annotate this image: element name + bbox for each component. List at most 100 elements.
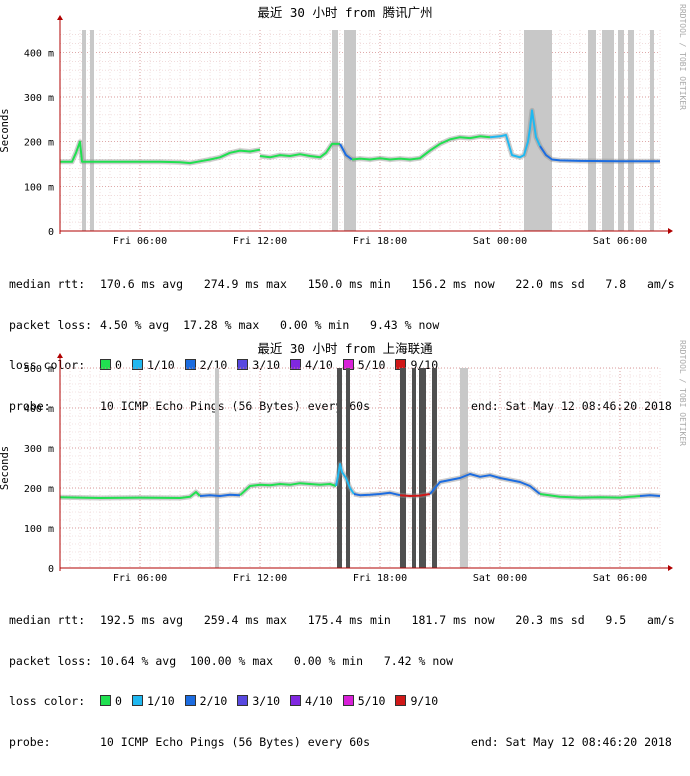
- end-timestamp: end: Sat May 12 08:46:20 2018: [471, 734, 672, 749]
- x-tick-label: Fri 18:00: [353, 236, 407, 247]
- rtt-line: [429, 473, 541, 495]
- loss-legend-label: 1/10: [146, 358, 175, 372]
- loss-legend-swatch: [290, 359, 302, 370]
- loss-band: [602, 30, 614, 231]
- rtt-smoke: [351, 133, 491, 162]
- loss-band: [650, 30, 654, 231]
- rtt-line: [259, 142, 340, 159]
- y-axis-label: Seconds: [0, 446, 11, 490]
- rtt-series: [59, 461, 661, 501]
- loss-legend-label: 4/10: [305, 358, 333, 372]
- loss-legend-label: 5/10: [357, 358, 386, 372]
- loss-legend-label: 2/10: [199, 358, 228, 372]
- loss-legend-item: 1/10: [131, 694, 175, 709]
- loss-legend-item: 9/10: [395, 694, 439, 709]
- x-tick-label: Sat 00:00: [473, 236, 527, 247]
- y-tick-label: 300 m: [24, 444, 54, 455]
- x-tick-label: Fri 06:00: [113, 236, 167, 247]
- loss-legend-swatch: [100, 359, 111, 370]
- chart-title: 最近 30 小时 from 腾讯广州: [257, 5, 432, 20]
- rtt-line: [351, 135, 491, 161]
- loss-legend-label: 0: [115, 694, 122, 708]
- packet-loss-values: 4.50 % avg 17.28 % max 0.00 % min 9.43 %…: [100, 317, 440, 332]
- loss-legend-swatch: [237, 695, 249, 706]
- x-axis-arrow: [668, 228, 673, 234]
- loss-band: [618, 30, 624, 231]
- y-tick-label: 400 m: [24, 48, 54, 59]
- y-tick-label: 0: [48, 564, 54, 575]
- rtt-line: [489, 109, 541, 159]
- rtt-line: [639, 494, 661, 497]
- rtt-line: [353, 491, 401, 497]
- rtt-line: [339, 143, 353, 161]
- loss-band: [82, 30, 86, 231]
- loss-legend-item: 5/10: [342, 694, 386, 709]
- loss-legend-item: 0: [100, 358, 122, 373]
- chart-panel-shanghai: 最近 30 小时 from 上海联通 0 100 m 200 m 300 m 400 m 5…: [0, 336, 690, 748]
- loss-band: [400, 368, 406, 568]
- y-axis-arrow: [57, 15, 63, 20]
- probe-description: 10 ICMP Echo Pings (56 Bytes) every 60s: [100, 734, 371, 749]
- stats-block: median rtt: 192.5 ms avg 259.4 ms max 175…: [9, 587, 675, 776]
- packet-loss-row: packet loss: 10.64 % avg 100.00 % max 0.0…: [9, 653, 454, 668]
- rtt-line: [59, 491, 201, 499]
- rrdtool-credit: RRDTOOL / TOBI OETIKER: [678, 340, 687, 446]
- loss-legend-swatch: [395, 695, 407, 706]
- y-tick-label: 500 m: [24, 364, 54, 375]
- rtt-series: [60, 107, 660, 166]
- loss-color-row: loss color: 0 1/10 2/10 3/10 4/10 5/10 9/10: [9, 358, 675, 373]
- y-tick-label: 0: [48, 227, 54, 238]
- loss-legend-label: 5/10: [357, 694, 386, 708]
- rtt-line: [199, 493, 241, 497]
- loss-color-legend: 0 1/10 2/10 3/10 4/10 5/10 9/10: [100, 694, 448, 708]
- loss-legend-item: 2/10: [184, 358, 228, 373]
- x-tick-label: Fri 12:00: [233, 573, 287, 584]
- x-tick-label: Fri 06:00: [113, 573, 167, 584]
- loss-band: [628, 30, 634, 231]
- chart-title: 最近 30 小时 from 上海联通: [257, 341, 433, 356]
- loss-legend-item: 3/10: [237, 694, 281, 709]
- loss-legend-swatch: [184, 359, 196, 370]
- loss-legend-swatch: [290, 695, 302, 706]
- rtt-line: [539, 493, 641, 499]
- loss-legend-label: 3/10: [252, 694, 281, 708]
- rtt-line: [399, 493, 431, 497]
- loss-legend-item: 4/10: [290, 694, 333, 709]
- x-tick-label: Fri 12:00: [233, 236, 287, 247]
- packet-loss-values: 10.64 % avg 100.00 % max 0.00 % min 7.42…: [100, 653, 454, 668]
- loss-legend-item: 4/10: [290, 358, 333, 373]
- rtt-line: [539, 145, 660, 163]
- probe-description: 10 ICMP Echo Pings (56 Bytes) every 60s: [100, 398, 371, 413]
- x-axis-arrow: [668, 565, 673, 571]
- loss-band: [460, 368, 468, 568]
- loss-legend-label: 2/10: [199, 694, 228, 708]
- x-tick-label: Sat 06:00: [593, 573, 647, 584]
- loss-band: [346, 368, 350, 568]
- y-tick-label: 300 m: [24, 93, 54, 104]
- chart-panel-guangzhou: 最近 30 小时 from 腾讯广州 0 100 m 200 m 300 m 400 m F…: [0, 0, 690, 412]
- y-tick-label: 400 m: [24, 404, 54, 415]
- x-tick-label: Sat 06:00: [593, 236, 647, 247]
- loss-legend-item: 1/10: [131, 358, 175, 373]
- loss-legend-label: 9/10: [410, 358, 439, 372]
- end-timestamp: end: Sat May 12 08:46:20 2018: [471, 398, 672, 413]
- minor-grid: [59, 367, 661, 569]
- minor-grid: [59, 30, 661, 232]
- packet-loss-row: packet loss: 4.50 % avg 17.28 % max 0.00 …: [9, 317, 440, 332]
- probe-row: probe: 10 ICMP Echo Pings (56 Bytes) ever…: [9, 398, 672, 413]
- y-axis-label: Seconds: [0, 108, 11, 152]
- x-tick-label: Fri 18:00: [353, 573, 407, 584]
- loss-legend-item: 3/10: [237, 358, 281, 373]
- loss-legend-label: 4/10: [305, 694, 333, 708]
- loss-band: [432, 368, 437, 568]
- median-rtt-values: 192.5 ms avg 259.4 ms max 175.4 ms min 1…: [100, 613, 675, 627]
- loss-legend-item: 0: [100, 694, 122, 709]
- loss-band: [215, 368, 219, 568]
- loss-legend-swatch: [184, 695, 196, 706]
- loss-band: [344, 30, 356, 231]
- loss-band: [588, 30, 596, 231]
- loss-legend-item: 5/10: [342, 358, 386, 373]
- loss-legend-label: 9/10: [410, 694, 439, 708]
- loss-legend-label: 3/10: [252, 358, 281, 372]
- probe-row: probe: 10 ICMP Echo Pings (56 Bytes) ever…: [9, 734, 672, 749]
